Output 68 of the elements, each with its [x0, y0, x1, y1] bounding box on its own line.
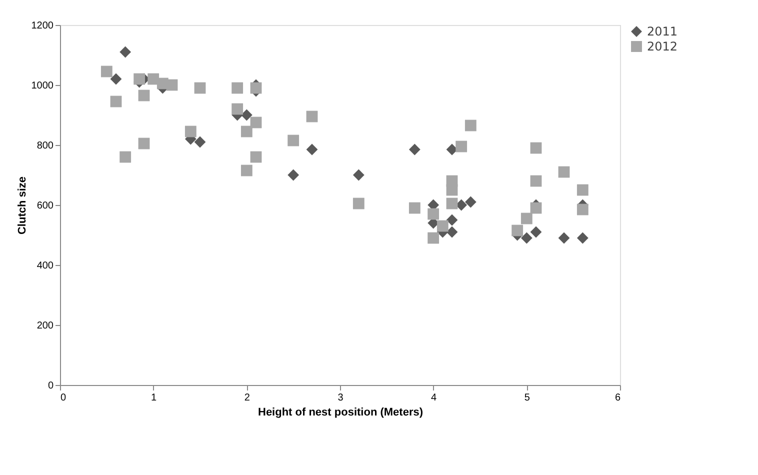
point: [428, 232, 440, 244]
x-tick-label: 5: [524, 392, 530, 404]
x-tick-label: 3: [338, 392, 344, 404]
point: [240, 109, 252, 121]
point: [240, 164, 252, 176]
point: [464, 196, 476, 208]
point: [166, 79, 178, 91]
point: [138, 90, 150, 102]
y-tick-label: 1000: [31, 80, 54, 92]
point: [288, 134, 300, 146]
point: [184, 126, 196, 138]
point: [436, 220, 448, 232]
point: [194, 136, 206, 148]
point: [288, 169, 300, 181]
point: [520, 212, 532, 224]
point: [250, 151, 262, 163]
point: [232, 103, 244, 115]
point: [306, 144, 318, 156]
x-tick-label: 0: [60, 392, 66, 404]
y-tick-label: 400: [36, 260, 54, 272]
point: [530, 226, 542, 238]
y-tick-label: 200: [36, 320, 54, 332]
point: [446, 184, 458, 196]
point: [110, 73, 122, 85]
point: [530, 202, 542, 214]
point: [134, 73, 146, 85]
x-axis-title: Height of nest position (Meters): [258, 406, 424, 418]
point: [576, 184, 588, 196]
point: [446, 226, 458, 238]
x-tick-label: 4: [431, 392, 438, 404]
point: [520, 232, 532, 244]
point: [120, 46, 132, 58]
y-tick-label: 1200: [31, 20, 54, 32]
point: [408, 144, 420, 156]
point: [558, 166, 570, 178]
x-tick-label: 6: [614, 392, 621, 404]
point: [512, 224, 524, 236]
y-tick-label: 0: [48, 380, 54, 392]
point: [576, 232, 588, 244]
y-tick-label: 800: [36, 140, 54, 152]
point: [558, 232, 570, 244]
point: [232, 82, 244, 94]
point: [576, 204, 588, 216]
point: [428, 208, 440, 220]
point: [120, 151, 132, 163]
point: [250, 82, 262, 94]
point: [306, 110, 318, 122]
point: [352, 169, 364, 181]
y-tick-label: 600: [36, 200, 54, 212]
point: [110, 96, 122, 108]
y-axis-title: Clutch size: [16, 176, 28, 235]
point: [138, 138, 150, 150]
legend-label: 2011: [647, 24, 678, 38]
point: [456, 140, 468, 152]
x-tick-label: 1: [151, 392, 158, 404]
point: [530, 142, 542, 154]
legend-label: 2012: [647, 40, 678, 54]
point: [446, 198, 458, 210]
point: [250, 116, 262, 128]
point: [446, 214, 458, 226]
point: [194, 82, 206, 94]
point: [408, 202, 420, 214]
point: [530, 175, 542, 187]
point: [464, 120, 476, 132]
x-tick-label: 2: [244, 392, 250, 404]
point: [240, 126, 252, 138]
point: [352, 198, 364, 210]
point: [100, 66, 112, 78]
